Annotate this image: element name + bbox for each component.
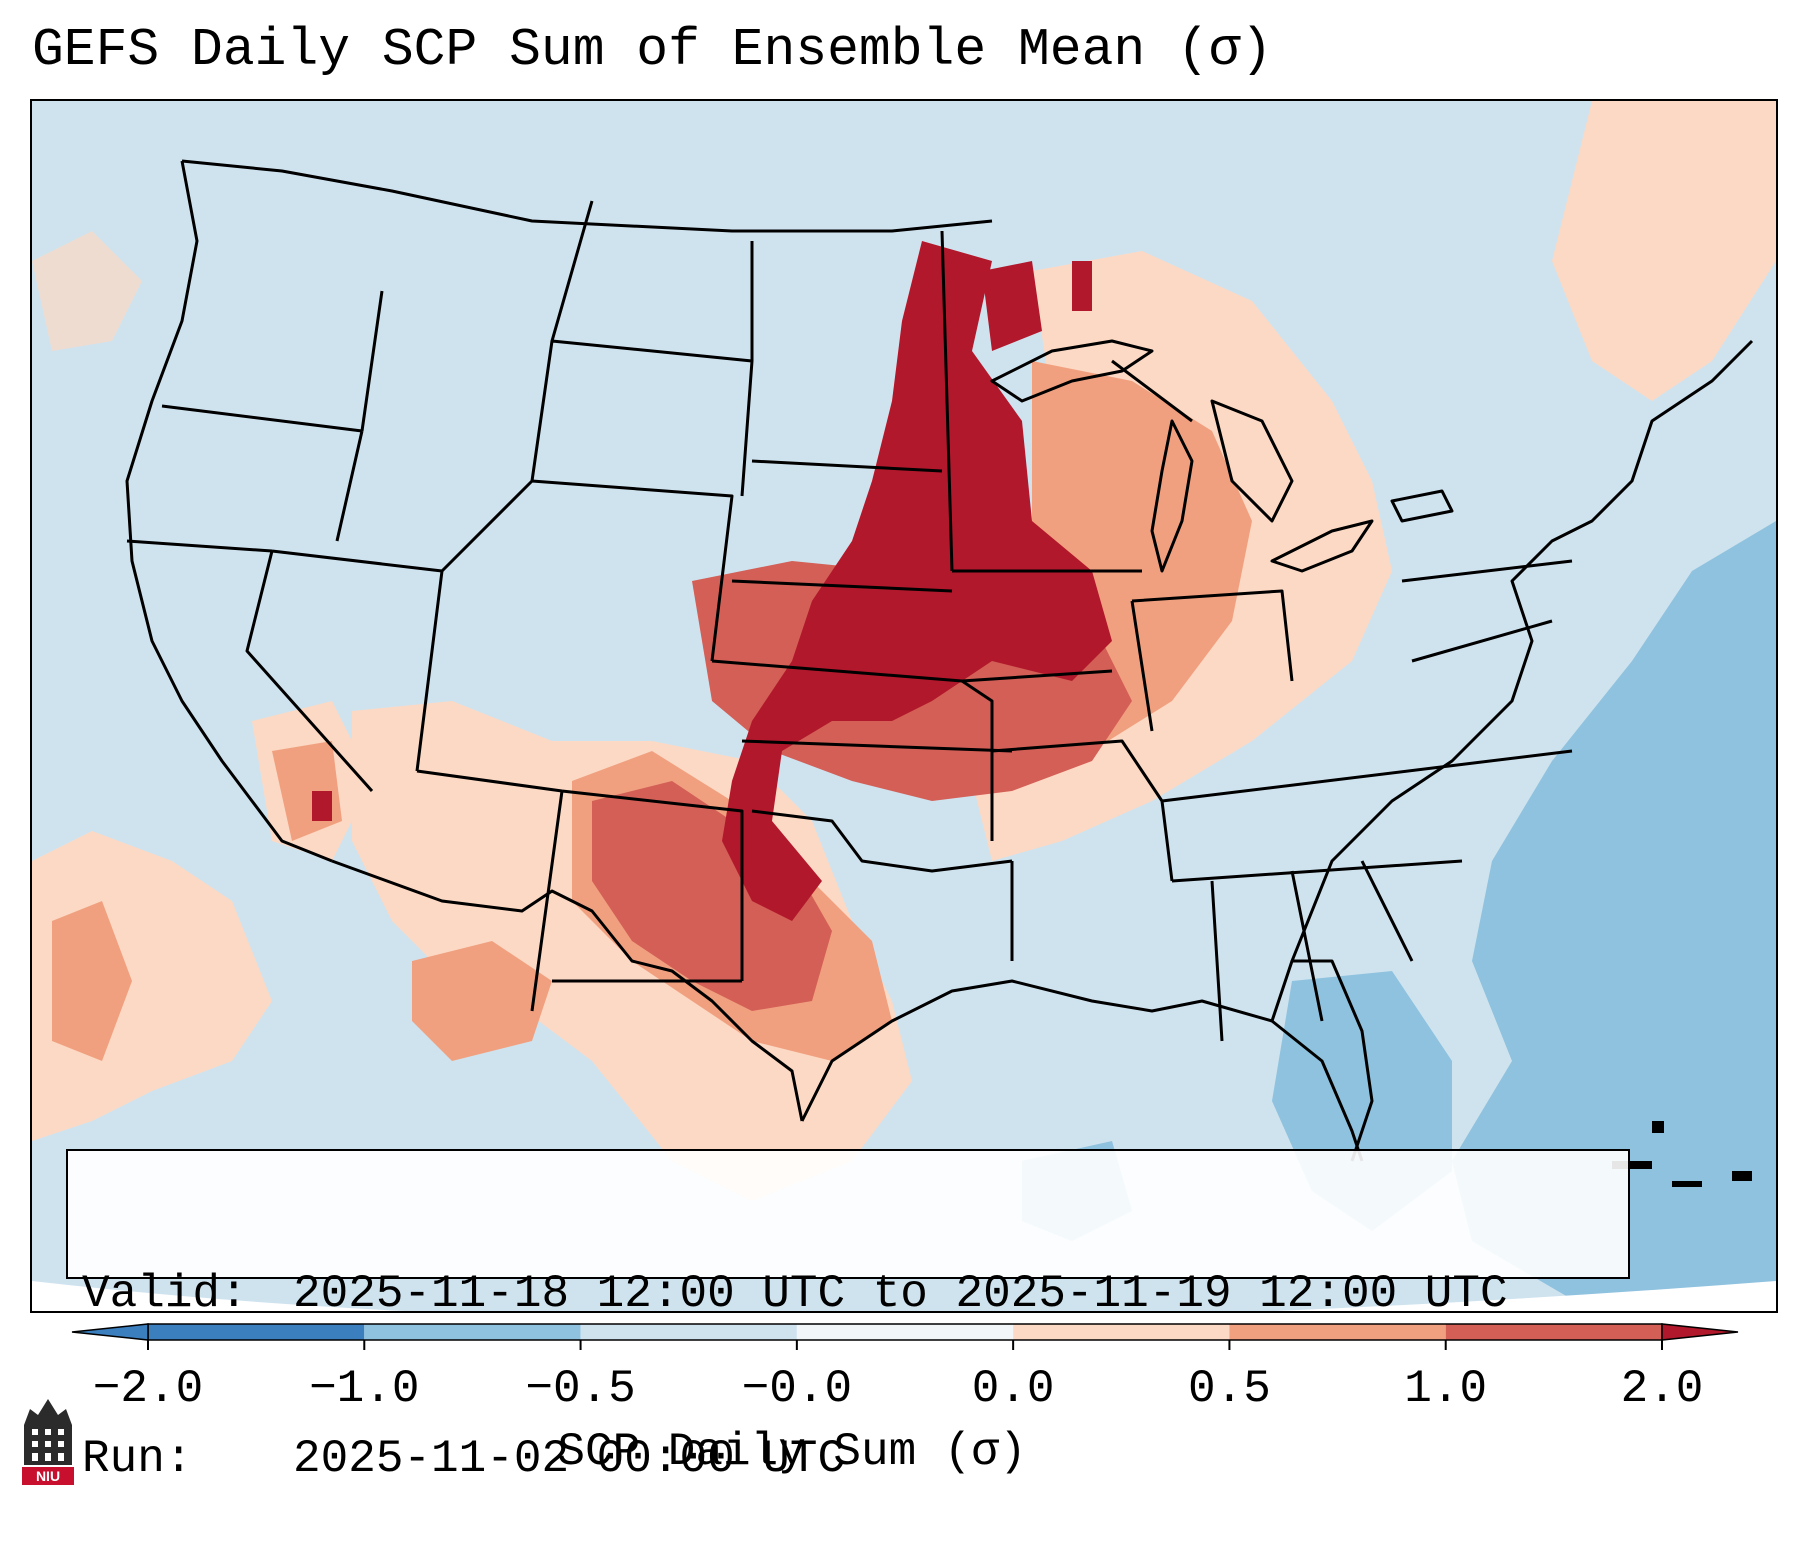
- valid-label: Valid:: [82, 1268, 248, 1320]
- colorbar-tick-label: 0.0: [971, 1363, 1055, 1415]
- colorbar: [71, 1323, 1739, 1350]
- colorbar-tick-label: 1.0: [1404, 1363, 1488, 1415]
- colorbar-tick-label: 2.0: [1620, 1363, 1704, 1415]
- run-value: 2025-11-02 00:00 UTC: [293, 1433, 846, 1485]
- colorbar-tick-label: −0.5: [525, 1363, 636, 1415]
- colorbar-segment: [796, 1324, 1014, 1340]
- colorbar-segment: [580, 1324, 797, 1340]
- east-coast: [1290, 339, 1754, 962]
- colorbar-extend-low: [71, 1323, 149, 1341]
- colorbar-segment: [364, 1324, 581, 1340]
- valid-value: 2025-11-18 12:00 UTC to 2025-11-19 12:00…: [293, 1268, 1508, 1320]
- florida: [1270, 959, 1374, 1162]
- colorbar-tick-label: 0.5: [1188, 1363, 1271, 1415]
- lake-superior: [990, 339, 1154, 403]
- colorbar-segment: [1013, 1324, 1230, 1340]
- domain-edge: [32, 1281, 1776, 1311]
- validity-info-box: Valid: 2025-11-18 12:00 UTC to 2025-11-19…: [66, 1149, 1630, 1485]
- us-mexico-border: [331, 859, 804, 1122]
- lake-michigan: [1150, 419, 1194, 573]
- west-coast: [125, 160, 333, 863]
- niu-logo: NIU: [20, 1395, 76, 1487]
- colorbar-label: SCP Daily Sum (σ): [557, 1426, 1027, 1478]
- map-panel: [30, 99, 1778, 1313]
- boundaries: [125, 159, 1754, 1162]
- colorbar-tick-label: −2.0: [92, 1363, 204, 1415]
- lake-erie: [1270, 519, 1374, 573]
- colorbar-segment: [148, 1324, 365, 1340]
- logo-text: NIU: [36, 1468, 60, 1484]
- colorbar-segment: [1445, 1324, 1662, 1340]
- colorbar-segment: [1229, 1324, 1446, 1340]
- caribbean-islands: [1612, 1121, 1752, 1187]
- run-label: Run:: [82, 1433, 193, 1485]
- colorbar-extend-high: [1661, 1323, 1739, 1341]
- lake-huron: [1210, 399, 1294, 523]
- gulf-coast: [800, 979, 1364, 1162]
- canada-border: [181, 159, 993, 233]
- chart-title: GEFS Daily SCP Sum of Ensemble Mean (σ): [32, 20, 1273, 80]
- anomaly-layer-high: [312, 241, 1112, 921]
- colorbar-tick-label: −1.0: [309, 1363, 420, 1415]
- colorbar-tick-label: −0.0: [741, 1363, 853, 1415]
- map-canvas: [32, 101, 1776, 1311]
- lake-ontario: [1390, 489, 1454, 523]
